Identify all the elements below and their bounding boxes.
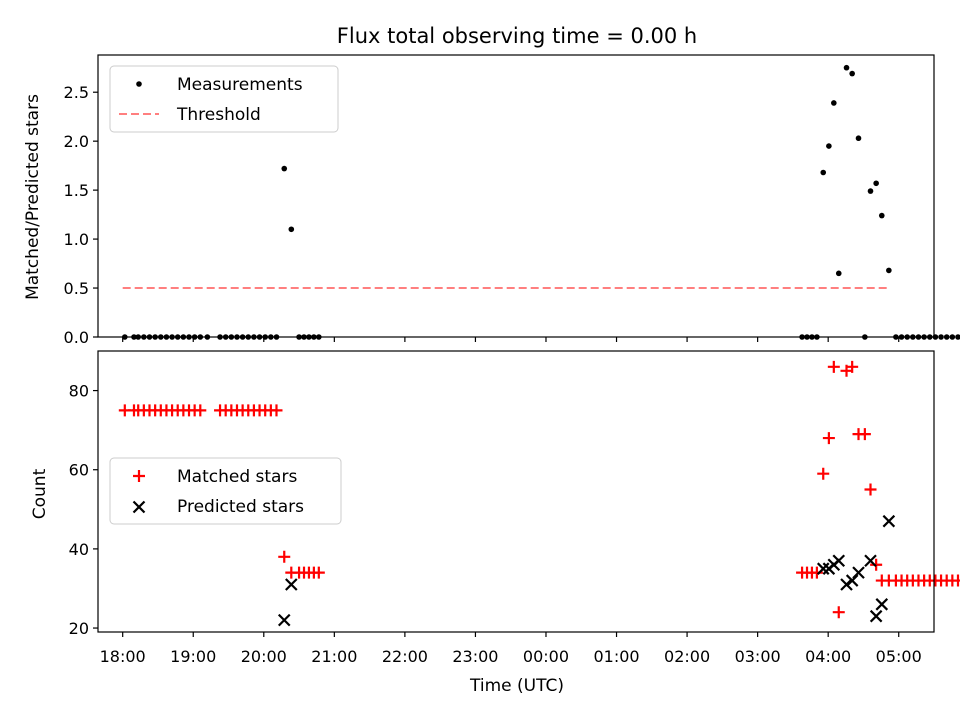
legend-label-measurements: Measurements: [177, 75, 303, 95]
predicted-star-point: [875, 598, 889, 611]
measurement-point: [288, 226, 295, 233]
bottom-y-tick-label: 40: [69, 540, 89, 559]
chart-title: Flux total observing time = 0.00 h: [337, 24, 697, 48]
predicted-star-point: [864, 554, 877, 568]
bottom-axes: 20 40 60 80 18:00 19:00 20:00 21:00 22:00 23:00 00…: [69, 350, 960, 666]
predicted-star-point: [845, 574, 859, 587]
predicted-star-point: [277, 613, 291, 627]
legend-marker-matched: [133, 470, 145, 482]
x-tick-label: 05:00: [876, 647, 922, 666]
measurement-point: [878, 212, 885, 219]
bottom-y-tick-label: 80: [69, 382, 89, 401]
matched-star-point: [810, 566, 823, 579]
top-y-tick-label: 0.0: [64, 328, 89, 347]
measurement-point: [843, 64, 850, 71]
legend-label-threshold: Threshold: [176, 105, 261, 125]
measurement-point: [849, 70, 855, 77]
matched-star-point: [270, 404, 283, 417]
legend-box: [109, 457, 342, 525]
matched-star-point: [951, 574, 960, 587]
top-y-tick-label: 0.5: [64, 279, 89, 298]
top-y-tick-label: 1.5: [64, 181, 89, 200]
legend-marker-measurements: [136, 81, 142, 87]
measurement-point: [826, 143, 832, 149]
measurement-point: [943, 334, 950, 340]
measurement-point: [867, 188, 874, 194]
legend-marker-predicted: [132, 500, 146, 514]
bottom-axes-frame: [97, 350, 935, 633]
predicted-star-point: [816, 562, 830, 575]
matched-star-point: [312, 566, 325, 579]
matched-star-point: [846, 360, 859, 373]
measurement-point: [820, 169, 827, 176]
x-tick-label: 02:00: [664, 647, 710, 666]
predicted-star-point: [832, 554, 846, 568]
measurement-point: [886, 267, 892, 274]
matched-star-point: [864, 483, 877, 496]
bottom-y-axis-label: Count: [30, 468, 50, 519]
top-axes-frame: [97, 54, 935, 338]
matched-star-point: [827, 360, 840, 373]
top-axes: 0.0 0.5 1.0 1.5 2.0 2.5 Measurements Threshold: [64, 54, 960, 347]
x-tick-label: 21:00: [311, 647, 357, 666]
x-tick-label: 19:00: [170, 647, 216, 666]
x-tick-label: 18:00: [100, 647, 146, 666]
x-tick-label: 00:00: [523, 647, 569, 666]
matched-star-point: [858, 428, 871, 441]
x-tick-label: 04:00: [805, 647, 851, 666]
matched-star-point: [817, 467, 830, 480]
matched-star-point: [822, 432, 835, 445]
top-legend: Measurements Threshold: [109, 65, 339, 133]
x-tick-label: 23:00: [452, 647, 498, 666]
x-tick-label: 01:00: [593, 647, 639, 666]
x-tick-label: 03:00: [735, 647, 781, 666]
bottom-series-predicted-stars: [277, 514, 896, 627]
matched-star-point: [870, 558, 883, 571]
predicted-star-point: [869, 609, 883, 623]
legend-label-predicted: Predicted stars: [177, 497, 304, 517]
legend-label-matched: Matched stars: [177, 467, 297, 487]
top-y-tick-label: 2.5: [64, 83, 89, 102]
x-tick-label: 20:00: [241, 647, 287, 666]
top-y-tick-label: 2.0: [64, 132, 89, 151]
measurement-point: [873, 180, 879, 187]
measurement-point: [835, 270, 842, 277]
measurement-point: [281, 165, 288, 172]
matched-star-point: [832, 606, 845, 619]
predicted-star-point: [840, 578, 853, 591]
measurement-point: [938, 334, 944, 340]
measurement-point: [949, 334, 956, 340]
measurement-point: [955, 334, 960, 340]
bottom-series-matched-stars: [118, 360, 960, 619]
matched-star-point: [278, 550, 291, 563]
legend-box: [109, 65, 339, 133]
top-y-axis-label: Matched/Predicted stars: [23, 94, 43, 300]
bottom-y-tick-label: 20: [69, 619, 89, 638]
top-y-tick-label: 1.0: [64, 230, 89, 249]
matched-star-point: [194, 404, 207, 417]
predicted-star-point: [882, 514, 896, 528]
bottom-legend: Matched stars Predicted stars: [109, 457, 342, 525]
x-axis-label: Time (UTC): [469, 676, 564, 696]
predicted-star-point: [285, 578, 298, 591]
bottom-y-tick-label: 60: [69, 461, 89, 480]
measurement-point: [855, 135, 862, 142]
predicted-star-point: [852, 566, 865, 579]
x-tick-label: 22:00: [382, 647, 428, 666]
measurement-point: [831, 100, 837, 106]
